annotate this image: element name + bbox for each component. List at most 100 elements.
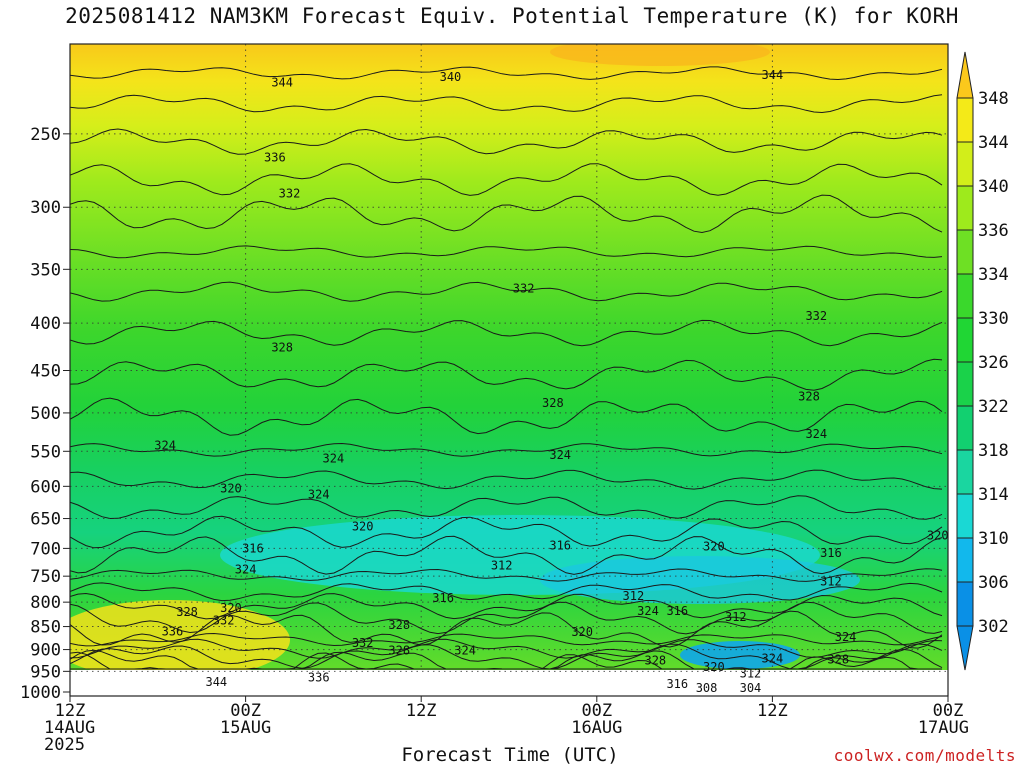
contour-label-2: 344 (762, 68, 784, 82)
contour-label-23: 312 (491, 558, 513, 572)
contour-label-5: 332 (513, 281, 535, 295)
x-tick-label-12-1: 15AUG (220, 718, 271, 738)
contour-label-37: 332 (352, 636, 374, 650)
ground-surface (70, 670, 948, 696)
contour-label-25: 316 (432, 591, 454, 605)
x-tick-label-60-1: 17AUG (918, 718, 969, 738)
colorbar-label-310: 310 (978, 529, 1009, 549)
x-tick-label-24-0: 12Z (406, 701, 437, 721)
grid-lines (70, 44, 948, 672)
colorbar-label-318: 318 (978, 441, 1009, 461)
contour-label-18: 316 (549, 539, 571, 553)
contour-line-7 (70, 319, 943, 347)
contour-line-2 (70, 128, 943, 155)
colorbar-segment-330 (956, 317, 974, 363)
x-tick-label-48-0: 12Z (757, 701, 788, 721)
contour-line-1 (70, 94, 943, 114)
contour-line-21 (70, 638, 943, 659)
colorbar-top-arrow (956, 51, 974, 99)
contour-label-35: 320 (571, 625, 593, 639)
contour-label-38: 328 (388, 643, 410, 657)
contour-line-13 (70, 515, 943, 549)
contour-line-14 (70, 535, 943, 575)
source-credit: coolwx.com/modelts (833, 746, 1016, 765)
y-tick-label-250: 250 (30, 125, 61, 145)
x-tick-label-36-0: 00Z (581, 701, 612, 721)
y-tick-label-300: 300 (30, 198, 61, 218)
contour-label-34: 328 (388, 618, 410, 632)
x-tick-label-36-1: 16AUG (571, 718, 622, 738)
contour-label-46: 336 (308, 671, 330, 685)
colorbar-segment-306 (956, 581, 974, 627)
contour-label-42: 328 (827, 652, 849, 666)
colorbar-label-348: 348 (978, 89, 1009, 109)
contour-label-26: 312 (623, 589, 645, 603)
contour-label-0: 344 (271, 75, 293, 89)
x-tick-label-60-0: 00Z (933, 701, 964, 721)
contour-label-43: 320 (703, 660, 725, 674)
colorbar-label-340: 340 (978, 177, 1009, 197)
near-surface-max (70, 600, 290, 670)
contour-label-19: 320 (703, 540, 725, 554)
contour-line-4 (70, 194, 943, 234)
contour-line-18 (70, 601, 943, 635)
contour-label-15: 324 (308, 487, 330, 501)
y-tick-label-1000: 1000 (20, 683, 61, 703)
near-surface-min (680, 641, 800, 669)
colorbar-label-302: 302 (978, 617, 1009, 637)
theta-e-field (70, 44, 948, 696)
y-tick-label-850: 850 (30, 618, 61, 638)
contour-label-48: 308 (696, 681, 718, 695)
colorbar-label-326: 326 (978, 353, 1009, 373)
colorbar-label-330: 330 (978, 309, 1009, 329)
colorbar-label-306: 306 (978, 573, 1009, 593)
contour-label-8: 328 (542, 396, 564, 410)
colorbar-segment-322 (956, 405, 974, 451)
contour-label-1: 340 (440, 70, 462, 84)
contour-line-5 (70, 245, 943, 259)
colorbar-segment-344 (956, 141, 974, 187)
contour-label-20: 316 (820, 546, 842, 560)
contour-line-12 (70, 495, 943, 520)
contour-line-3 (70, 163, 943, 196)
colorbar-segment-348 (956, 97, 974, 143)
colorbar-segment-314 (956, 493, 974, 539)
contour-label-40: 328 (644, 654, 666, 668)
contour-label-30: 336 (162, 624, 184, 638)
contour-label-31: 324 (637, 604, 659, 618)
cool-layer-core (540, 556, 860, 604)
contour-label-13: 324 (805, 427, 827, 441)
colorbar-label-336: 336 (978, 221, 1009, 241)
y-tick-label-800: 800 (30, 593, 61, 613)
contour-label-47: 316 (666, 677, 688, 691)
y-tick-label-450: 450 (30, 361, 61, 381)
colorbar-label-334: 334 (978, 265, 1009, 285)
y-tick-label-350: 350 (30, 260, 61, 280)
contour-label-10: 324 (154, 438, 176, 452)
colorbar-segment-318 (956, 449, 974, 495)
contour-label-24: 312 (820, 574, 842, 588)
y-tick-label-950: 950 (30, 662, 61, 682)
contour-line-6 (70, 281, 943, 302)
y-tick-label-900: 900 (30, 641, 61, 661)
contour-line-16 (70, 582, 943, 602)
contour-lines (70, 66, 943, 670)
x-tick-label-0-2: 2025 (44, 735, 85, 755)
colorbar-label-322: 322 (978, 397, 1009, 417)
y-tick-label-700: 700 (30, 539, 61, 559)
x-tick-label-12-0: 00Z (230, 701, 261, 721)
y-tick-label-750: 750 (30, 567, 61, 587)
contour-label-9: 328 (798, 389, 820, 403)
colorbar-segment-326 (956, 361, 974, 407)
contour-label-27: 328 (176, 605, 198, 619)
colorbar-segment-340 (956, 185, 974, 231)
contour-line-19 (70, 610, 943, 649)
contour-line-20 (70, 632, 943, 647)
y-tick-label-500: 500 (30, 404, 61, 424)
contour-label-21: 320 (927, 529, 949, 543)
contour-label-16: 320 (352, 520, 374, 534)
chart-title: 2025081412 NAM3KM Forecast Equiv. Potent… (65, 4, 959, 28)
contour-label-4: 332 (279, 187, 301, 201)
